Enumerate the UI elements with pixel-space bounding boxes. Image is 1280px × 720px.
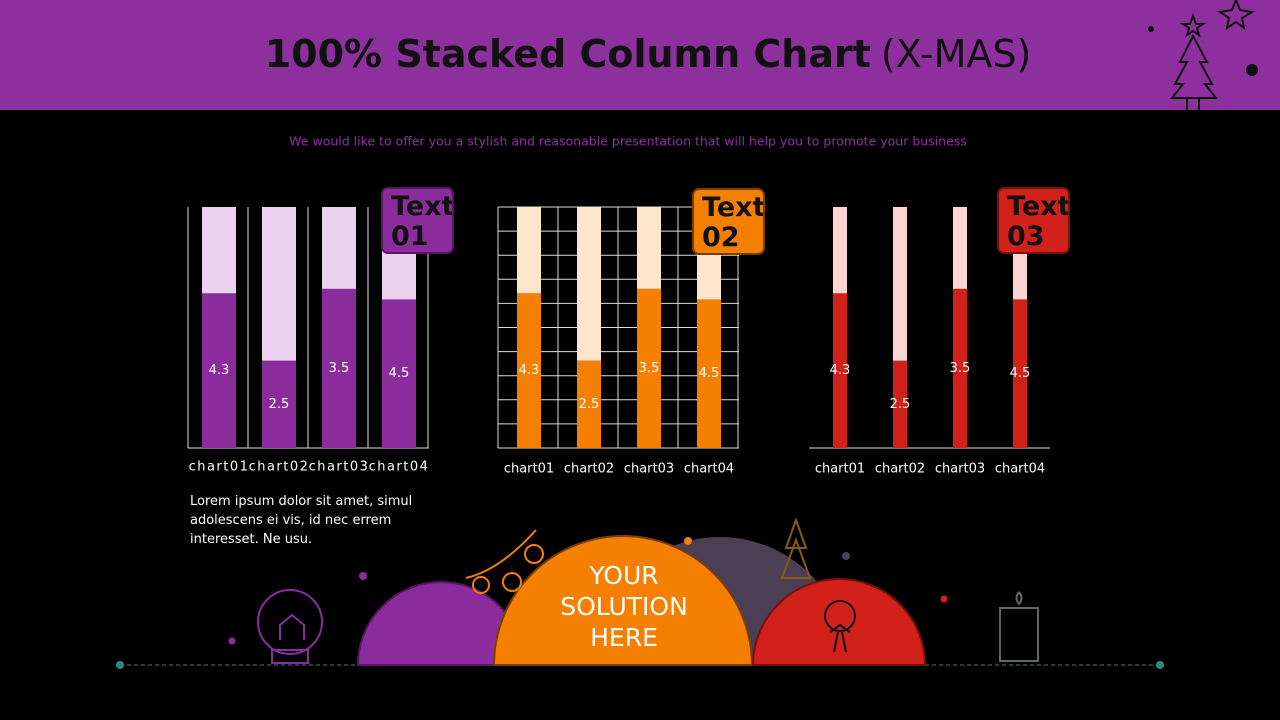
value-label: 4.5 — [1010, 366, 1031, 381]
badge: Text 03 — [997, 187, 1070, 254]
bar-segment — [833, 207, 847, 294]
x-tick-label: chart04 — [369, 460, 430, 475]
solution-text: YOUR SOLUTION HERE — [560, 561, 688, 652]
decor-bottom — [116, 517, 1164, 669]
header-band — [0, 0, 1280, 110]
bar-segment — [577, 207, 601, 361]
dot — [1246, 64, 1258, 76]
paragraph: Lorem ipsum dolor sit amet, simul adoles… — [190, 494, 413, 547]
x-tick-label: chart04 — [995, 462, 1045, 477]
value-label: 4.3 — [830, 363, 851, 378]
x-tick-label: chart01 — [189, 460, 250, 475]
value-label: 2.5 — [269, 397, 290, 412]
title-suffix: (X-MAS) — [881, 32, 1031, 76]
bar-segment — [893, 207, 907, 361]
bar-segment — [893, 360, 907, 448]
bar-segment — [833, 293, 847, 448]
dot — [1148, 26, 1154, 32]
x-tick-label: chart03 — [309, 460, 370, 475]
bar-segment — [322, 288, 356, 448]
title-main: 100% Stacked Column Chart — [265, 32, 871, 76]
value-label: 2.5 — [579, 397, 600, 412]
value-label: 3.5 — [950, 361, 971, 376]
x-tick-label: chart02 — [564, 462, 614, 477]
bar-segment — [953, 288, 967, 448]
bar-segment — [262, 207, 296, 361]
bar-segment — [697, 299, 721, 448]
x-tick-label: chart03 — [935, 462, 985, 477]
x-tick-label: chart02 — [249, 460, 310, 475]
value-label: 4.5 — [389, 366, 410, 381]
badge: Text 01 — [381, 187, 454, 254]
bar-segment — [637, 207, 661, 289]
value-label: 4.5 — [699, 366, 720, 381]
value-label: 4.3 — [519, 363, 540, 378]
bar-segment — [1013, 299, 1027, 448]
bar-segment — [517, 293, 541, 448]
bar-segment — [202, 207, 236, 294]
bar-segment — [953, 207, 967, 289]
x-tick-label: chart01 — [504, 462, 554, 477]
x-tick-label: chart04 — [684, 462, 734, 477]
bar-segment — [202, 293, 236, 448]
charts: 4.3 chart01 2.5 chart02 3.5 chart03 4.5 chart04… — [187, 206, 1050, 477]
title: 100% Stacked Column Chart (X-MAS) — [265, 32, 1032, 76]
value-label: 4.3 — [209, 363, 230, 378]
value-label: 3.5 — [639, 361, 660, 376]
tree-icon — [1169, 0, 1255, 110]
x-tick-label: chart03 — [624, 462, 674, 477]
bar-segment — [322, 207, 356, 289]
subtitle: We would like to offer you a stylish and… — [289, 134, 967, 149]
bar-segment — [262, 360, 296, 448]
x-tick-label: chart02 — [875, 462, 925, 477]
bar-segment — [382, 299, 416, 448]
x-tick-label: chart01 — [815, 462, 865, 477]
badge: Text 02 — [692, 188, 765, 255]
bar-segment — [577, 360, 601, 448]
value-label: 2.5 — [890, 397, 911, 412]
bar-segment — [517, 207, 541, 294]
value-label: 3.5 — [329, 361, 350, 376]
bar-segment — [637, 288, 661, 448]
